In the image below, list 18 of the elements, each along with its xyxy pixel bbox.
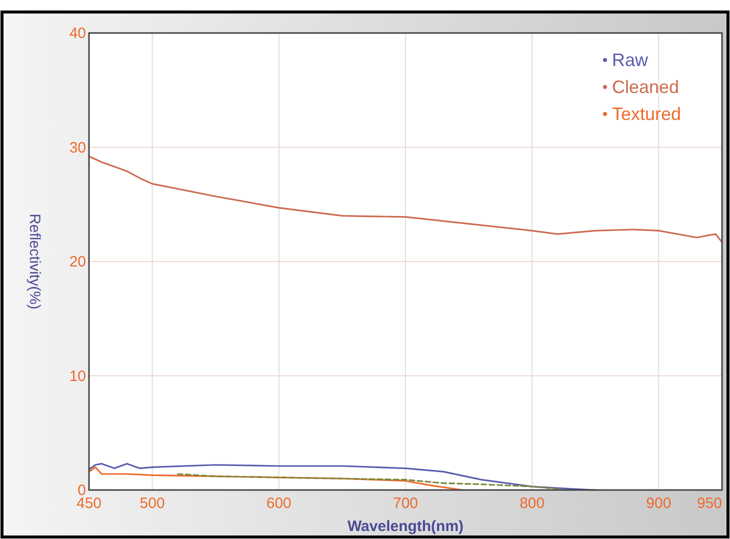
x-tick-label: 800 bbox=[520, 495, 545, 512]
y-tick-label: 20 bbox=[69, 254, 86, 270]
line-series bbox=[88, 462, 596, 491]
line-series bbox=[176, 473, 558, 490]
legend-label: Textured bbox=[612, 104, 682, 124]
legend-label: Raw bbox=[612, 50, 650, 70]
x-axis-title: Wavelength(nm) bbox=[347, 518, 464, 535]
x-tick-label: 900 bbox=[646, 495, 672, 512]
legend-label: Cleaned bbox=[612, 77, 680, 97]
y-tick-label: 10 bbox=[69, 368, 86, 385]
x-tick-label: 600 bbox=[266, 495, 292, 512]
y-axis-title: Reflectivity(%) bbox=[26, 214, 43, 310]
x-tick-label: 700 bbox=[392, 495, 418, 512]
line-series bbox=[88, 156, 723, 243]
x-tick-label: 950 bbox=[696, 495, 722, 512]
y-tick-label: 40 bbox=[69, 25, 86, 42]
x-tick-label: 500 bbox=[140, 495, 165, 512]
y-tick-label: 30 bbox=[69, 139, 86, 156]
